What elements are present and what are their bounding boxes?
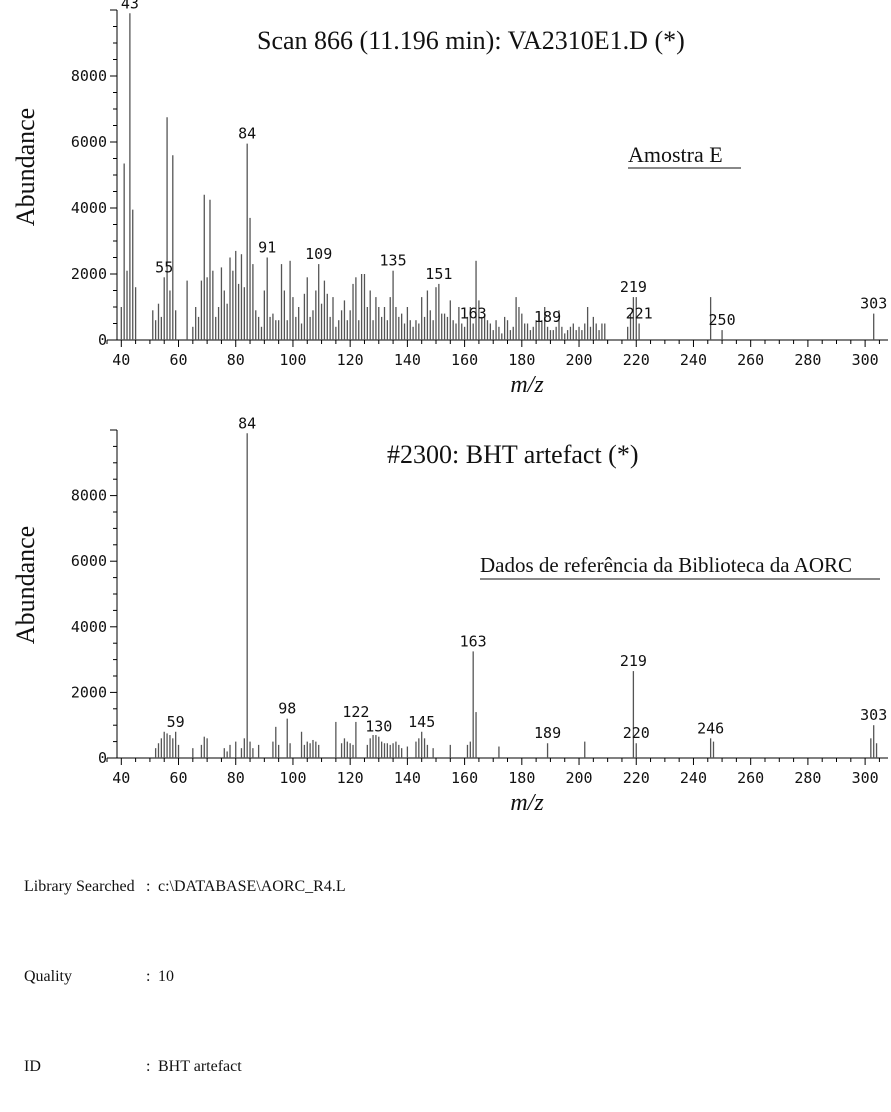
library-sep: :: [146, 1058, 151, 1075]
chart-annotation: Dados de referência da Biblioteca da AOR…: [480, 553, 852, 577]
x-tick-label: 140: [394, 351, 421, 369]
peak-label: 189: [534, 724, 561, 742]
peak-label: 163: [460, 632, 487, 650]
x-tick-label: 280: [794, 351, 821, 369]
x-axis-label: m/z: [510, 790, 544, 816]
peak-label: 98: [278, 700, 296, 718]
y-tick-label: 0: [98, 749, 107, 767]
peak-label: 219: [620, 278, 647, 296]
peak-label: 84: [238, 414, 256, 432]
spectrum-panel-reference: 40 60 80 100 120 140 160 180 200 220 240 260 280 300 0…: [11, 414, 888, 816]
x-tick-label: 300: [852, 769, 879, 787]
y-tick-label: 2000: [71, 265, 107, 283]
y-tick-label: 8000: [71, 487, 107, 505]
x-tick-label: 80: [227, 769, 245, 787]
library-key: Library Searched: [24, 878, 135, 895]
x-tick-label: 260: [737, 769, 764, 787]
peak-label: 250: [709, 311, 736, 329]
x-tick-label: 240: [680, 351, 707, 369]
peak-label: 219: [620, 652, 647, 670]
x-tick-label: 160: [451, 769, 478, 787]
x-tick-label: 120: [337, 351, 364, 369]
peak-label: 246: [697, 719, 724, 737]
chart-title: #2300: BHT artefact (*): [387, 440, 639, 469]
peak-label: 122: [342, 703, 369, 721]
x-tick-label: 100: [279, 769, 306, 787]
peak-label: 303: [860, 706, 887, 724]
library-sep: :: [146, 968, 151, 985]
x-tick-label: 240: [680, 769, 707, 787]
library-row-id: ID: BHT artefact: [8, 1040, 346, 1094]
x-tick-label: 80: [227, 351, 245, 369]
peak-label: 220: [623, 724, 650, 742]
y-tick-label: 2000: [71, 683, 107, 701]
library-key: Quality: [24, 968, 72, 985]
peak-label: 163: [460, 305, 487, 323]
x-tick-label: 200: [565, 351, 592, 369]
y-tick-label: 8000: [71, 67, 107, 85]
x-tick-label: 160: [451, 351, 478, 369]
x-tick-label: 120: [337, 769, 364, 787]
peak-label: 189: [534, 308, 561, 326]
x-tick-label: 220: [623, 769, 650, 787]
peak-label: 221: [626, 305, 653, 323]
library-row-searched: Library Searched: c:\DATABASE\AORC_R4.L: [8, 860, 346, 914]
x-tick-label: 60: [169, 769, 187, 787]
library-row-quality: Quality:10: [8, 950, 346, 1004]
peak-label: 145: [408, 713, 435, 731]
y-tick-label: 4000: [71, 618, 107, 636]
y-tick-label: 4000: [71, 199, 107, 217]
peak-label: 130: [365, 718, 392, 736]
x-axis-label: m/z: [510, 372, 544, 398]
x-tick-label: 300: [852, 351, 879, 369]
library-info: Library Searched: c:\DATABASE\AORC_R4.L Q…: [8, 824, 346, 1112]
peak-label: 84: [238, 125, 256, 143]
library-value: BHT artefact: [158, 1058, 242, 1075]
spectrum-panel-sample: 40 60 80 100 120 140 160 180 200 220 240 260 280 300 0…: [11, 0, 888, 398]
peak-label: 43: [121, 0, 139, 12]
x-tick-label: 260: [737, 351, 764, 369]
library-value: c:\DATABASE\AORC_R4.L: [158, 878, 346, 895]
library-sep: :: [146, 878, 151, 895]
peak-label: 91: [258, 239, 276, 257]
y-tick-label: 6000: [71, 552, 107, 570]
y-axis-label: Abundance: [11, 526, 40, 644]
peak-label: 303: [860, 295, 887, 313]
y-tick-label: 6000: [71, 133, 107, 151]
peak-label: 151: [425, 265, 452, 283]
x-tick-label: 100: [279, 351, 306, 369]
x-tick-label: 180: [508, 769, 535, 787]
x-tick-label: 180: [508, 351, 535, 369]
peak-label: 59: [167, 713, 185, 731]
x-tick-label: 140: [394, 769, 421, 787]
x-tick-label: 280: [794, 769, 821, 787]
chart-title: Scan 866 (11.196 min): VA2310E1.D (*): [257, 26, 685, 55]
library-value: 10: [158, 968, 174, 985]
peak-label: 135: [380, 252, 407, 270]
library-key: ID: [24, 1058, 41, 1075]
x-tick-label: 220: [623, 351, 650, 369]
x-tick-label: 60: [169, 351, 187, 369]
x-tick-label: 200: [565, 769, 592, 787]
chart-annotation: Amostra E: [628, 142, 723, 167]
y-axis-label: Abundance: [11, 108, 40, 226]
peak-label: 109: [305, 245, 332, 263]
spectra-figure: 40 60 80 100 120 140 160 180 200 220 240 260 280 300 0…: [11, 0, 888, 816]
x-tick-label: 40: [112, 769, 130, 787]
peak-label: 55: [155, 258, 173, 276]
x-tick-label: 40: [112, 351, 130, 369]
y-tick-label: 0: [98, 331, 107, 349]
